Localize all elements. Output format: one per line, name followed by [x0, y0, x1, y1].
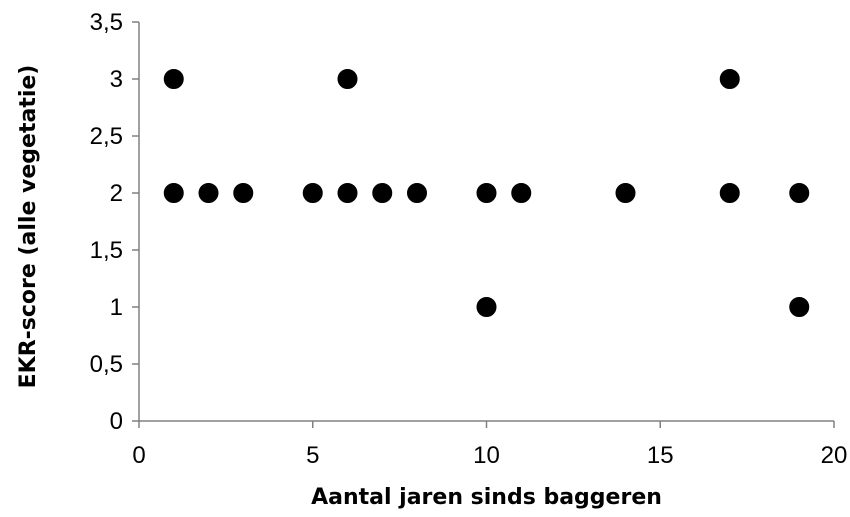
x-axis-title: Aantal jaren sinds baggeren — [311, 485, 662, 510]
data-point — [476, 183, 497, 203]
data-point — [372, 183, 393, 203]
data-point — [407, 183, 427, 203]
data-point — [302, 183, 323, 203]
x-tick-label: 5 — [306, 442, 319, 469]
tick-labels: 0 0,5 1 1,5 2 2,5 3 3,5 0 5 10 15 20 — [90, 9, 848, 469]
data-point — [719, 69, 740, 89]
data-point — [511, 183, 532, 203]
y-tick-label: 3,5 — [90, 9, 123, 36]
data-point — [789, 297, 810, 317]
y-tick-label: 2 — [110, 180, 123, 207]
x-tick-label: 0 — [132, 442, 145, 469]
data-point — [337, 69, 358, 89]
data-point — [337, 183, 358, 203]
data-point — [233, 183, 254, 203]
data-point — [198, 183, 219, 203]
data-point — [789, 183, 810, 203]
data-point — [163, 69, 184, 89]
y-tick-label: 0 — [110, 408, 123, 435]
x-tick-label: 20 — [821, 442, 848, 469]
data-points — [163, 69, 810, 317]
y-tick-label: 1,5 — [90, 237, 123, 264]
data-point — [476, 297, 497, 317]
y-tick-label: 3 — [110, 66, 123, 93]
data-point — [719, 183, 740, 203]
x-tick-label: 10 — [473, 442, 500, 469]
data-point — [615, 183, 636, 203]
y-tick-label: 2,5 — [90, 123, 123, 150]
y-tick-label: 1 — [110, 294, 123, 321]
y-axis-title: EKR-score (alle vegetatie) — [16, 65, 41, 389]
y-tick-label: 0,5 — [90, 351, 123, 378]
data-point — [163, 183, 184, 203]
axes — [132, 21, 835, 428]
x-tick-label: 15 — [647, 442, 674, 469]
